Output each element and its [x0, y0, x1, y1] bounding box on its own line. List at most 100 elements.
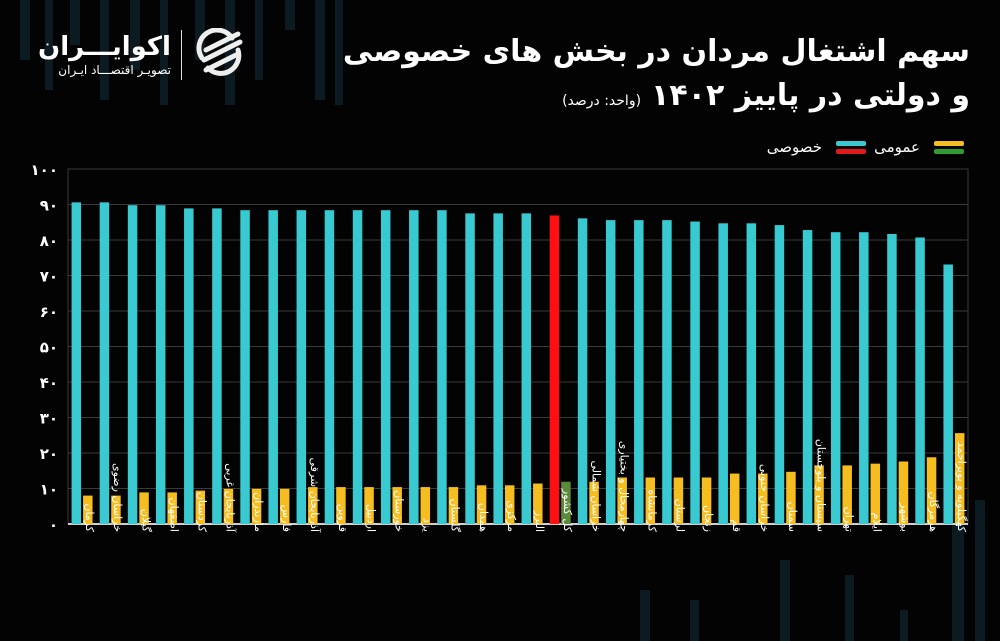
bar-private: [521, 213, 532, 524]
x-tick-label: گلستان: [449, 499, 462, 533]
bar-private: [859, 232, 869, 524]
logo-divider: [180, 30, 182, 80]
y-tick-label: ۲۰: [40, 445, 58, 463]
bar-private: [605, 220, 616, 524]
x-tick-label: هرمزگان: [927, 492, 940, 533]
bar-private: [409, 210, 419, 524]
bar-private: [634, 220, 644, 524]
bar-private: [915, 237, 925, 524]
y-tick-label: ۶۰: [40, 303, 58, 321]
bar-public: [842, 465, 852, 524]
logo-mark-icon: [196, 28, 243, 76]
title-line-2: و دولتی در پاییز ۱۴۰۲ (واحد: درصد): [343, 74, 970, 123]
bar-private: [380, 210, 391, 524]
logo-text: اکوایـــران تصویـر اقتصـــاد ایـران: [38, 32, 171, 78]
y-tick-label: ۴۰: [40, 374, 58, 392]
legend: عمومی خصوصی: [767, 138, 964, 156]
x-tick-label: خراسان رضوی: [111, 463, 124, 532]
x-tick-label: قم: [730, 519, 743, 532]
x-tick-label: کهگیلویه و بویراحمد: [955, 442, 968, 533]
bar-public: [898, 461, 909, 524]
bar-public: [758, 473, 768, 524]
y-tick-label: ۱۰: [40, 481, 58, 499]
bar-private: [887, 233, 897, 524]
x-axis-labels: کرمان خراسان رضوی گیلان اصفهان کردستان آذربای…: [83, 439, 968, 533]
bar-public: [195, 490, 206, 524]
bar-private: [493, 213, 503, 524]
x-tick-label: یزد: [421, 518, 434, 532]
x-tick-label: خراسان شمالی: [589, 460, 602, 532]
bar-public: [729, 473, 740, 524]
bar-public: [83, 495, 93, 524]
bar-public: [589, 481, 599, 524]
bar-private: [212, 208, 222, 524]
bar-private: [296, 210, 307, 524]
bar-private: [718, 223, 728, 524]
bar-public: [561, 481, 571, 524]
x-tick-label: همدان: [477, 503, 490, 532]
bar-private: [155, 205, 166, 524]
bar-private: [690, 221, 700, 525]
x-tick-label: کرمان: [83, 503, 96, 532]
bar-public: [336, 487, 346, 524]
x-tick-label: مازندران: [252, 492, 265, 532]
bar-private: [184, 208, 194, 524]
x-tick-label: آذربایجان غربی: [224, 463, 238, 533]
x-tick-label: سمنان: [786, 502, 799, 532]
bar-public: [420, 487, 431, 524]
bar-private: [352, 210, 363, 524]
bar-private: [746, 223, 757, 524]
logo-tagline: تصویـر اقتصـــاد ایـران: [58, 63, 171, 77]
bar-public: [954, 433, 965, 524]
legend-label-public: عمومی: [874, 138, 920, 156]
bar-public: [251, 488, 262, 524]
bar-public: [645, 477, 656, 524]
x-tick-label: چهارمحال و بختیاری: [617, 441, 630, 532]
x-tick-label: خراسان جنوبی: [758, 464, 771, 532]
y-tick-label: ۸۰: [40, 232, 58, 250]
x-tick-label: گیلان: [139, 509, 152, 533]
logo: اکوایـــران تصویـر اقتصـــاد ایـران: [38, 28, 246, 82]
x-tick-label: کرمانشاه: [646, 489, 659, 532]
title-line-1: سهم اشتغال مردان در بخش های خصوصی: [342, 34, 970, 69]
bar-public: [111, 495, 121, 524]
unit-label: (واحد: درصد): [562, 93, 642, 109]
y-tick-label: ۱۰۰: [31, 161, 58, 179]
bar-public: [504, 485, 515, 524]
bar-public: [279, 488, 290, 524]
bar-public: [364, 487, 374, 524]
y-tick-label: ۳۰: [40, 410, 58, 428]
bar-public: [139, 492, 149, 524]
x-tick-label: تهران: [842, 507, 855, 532]
bar-private: [324, 210, 335, 524]
bar-private: [549, 215, 560, 524]
x-tick-label: آذربایجان شرقی: [308, 458, 322, 533]
bar-private: [662, 220, 672, 524]
bar-public: [167, 492, 177, 524]
bar-private: [465, 213, 475, 524]
bar-private: [830, 232, 841, 524]
bar-private: [802, 230, 813, 524]
bar-private: [577, 218, 588, 524]
y-tick-label: ۷۰: [40, 268, 58, 286]
x-tick-label: کل کشور: [561, 488, 574, 533]
bar-public: [701, 477, 712, 524]
legend-swatch-private: [836, 140, 867, 154]
title-line-2-text: و دولتی در پاییز ۱۴۰۲: [651, 78, 970, 113]
x-tick-label: خوزستان: [392, 490, 405, 532]
x-tick-label: مرکزی: [505, 500, 518, 532]
x-tick-label: قزوین: [336, 504, 349, 532]
bar-public: [448, 487, 459, 524]
x-tick-label: لرستان: [674, 499, 687, 532]
bar-public: [223, 488, 234, 524]
bar-private: [127, 205, 138, 524]
bar-public: [673, 477, 684, 524]
x-tick-label: سیستان و بلوچستان: [814, 439, 827, 532]
x-tick-label: زنجان: [702, 505, 715, 532]
chart-title: سهم اشتغال مردان در بخش های خصوصی و دولت…: [343, 30, 970, 123]
x-tick-label: اصفهان: [167, 498, 180, 532]
y-axis-ticks: ۰ ۱۰ ۲۰ ۳۰ ۴۰ ۵۰ ۶۰ ۷۰ ۸۰ ۹۰ ۱۰۰: [31, 161, 58, 534]
bar-public: [308, 487, 318, 524]
x-tick-label: ایلام: [871, 513, 884, 533]
